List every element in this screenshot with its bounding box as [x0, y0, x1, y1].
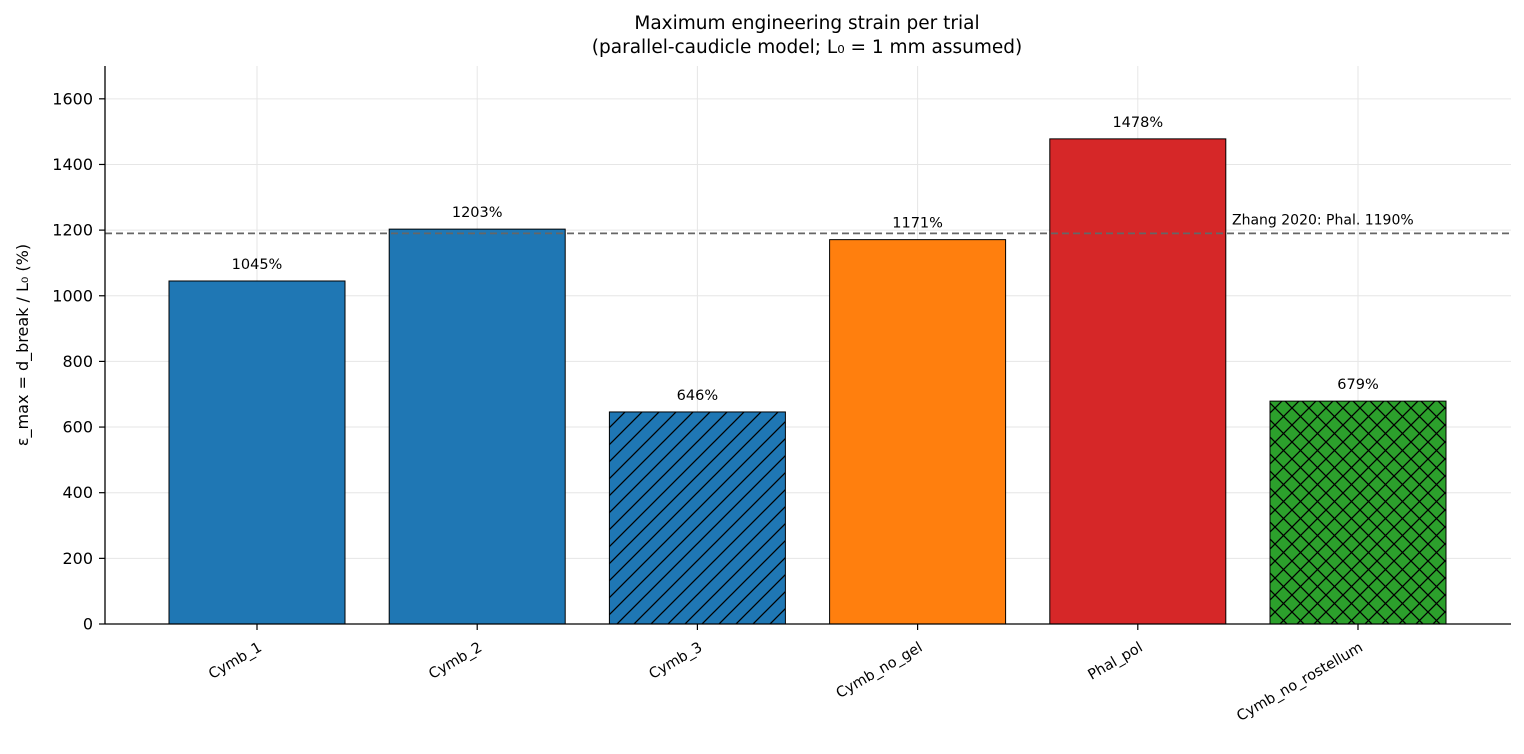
data-label: 1203%	[452, 205, 503, 221]
chart-subtitle: (parallel-caudicle model; L₀ = 1 mm assu…	[592, 37, 1022, 58]
reference-line-label: Zhang 2020: Phal. 1190%	[1232, 212, 1414, 228]
x-tick-label: Phal_pol	[1085, 640, 1145, 684]
x-tick-label: Cymb_3	[647, 640, 706, 683]
chart-title: Maximum engineering strain per trial	[634, 13, 979, 34]
axes	[104, 66, 1511, 625]
y-axis-label: ε_max = d_break / L₀ (%)	[13, 244, 33, 446]
reference-line-group: Zhang 2020: Phal. 1190%	[105, 212, 1511, 235]
bar-cymb-3	[608, 411, 786, 625]
data-label: 646%	[677, 388, 718, 404]
x-tick-label: Cymb_2	[426, 640, 485, 683]
bar-cymb-1	[168, 280, 346, 625]
y-tick-label: 200	[62, 549, 93, 568]
y-tick-label: 1400	[52, 155, 93, 174]
data-label: 1045%	[232, 257, 283, 273]
data-label: 1478%	[1112, 115, 1163, 131]
x-ticks: Cymb_1 Cymb_2 Cymb_3 Cymb_no_gel Phal_pol Cym…	[206, 624, 1366, 725]
y-tick-label: 800	[62, 352, 93, 371]
data-label: 679%	[1337, 377, 1378, 393]
x-tick-label: Cymb_no_gel	[834, 640, 926, 702]
y-tick-label: 0	[83, 615, 93, 634]
x-tick-label: Cymb_1	[206, 640, 265, 683]
bar-phal-pol	[1049, 138, 1227, 625]
bar-cymb-2	[388, 228, 566, 625]
bars	[168, 138, 1447, 625]
bar-cymb-no-gel	[829, 239, 1007, 625]
bar-cymb-no-rostellum	[1269, 400, 1447, 625]
data-label: 1171%	[892, 216, 943, 232]
y-tick-label: 1600	[52, 89, 93, 108]
y-tick-label: 1000	[52, 286, 93, 305]
y-ticks: 0 200 400 600 800 1000 1200 1400 1600	[52, 89, 105, 634]
y-tick-label: 400	[62, 483, 93, 502]
data-labels: 1045% 1203% 646% 1171% 1478% 679%	[232, 115, 1379, 404]
x-tick-label: Cymb_no_rostellum	[1234, 640, 1366, 725]
y-tick-label: 600	[62, 418, 93, 437]
y-tick-label: 1200	[52, 221, 93, 240]
